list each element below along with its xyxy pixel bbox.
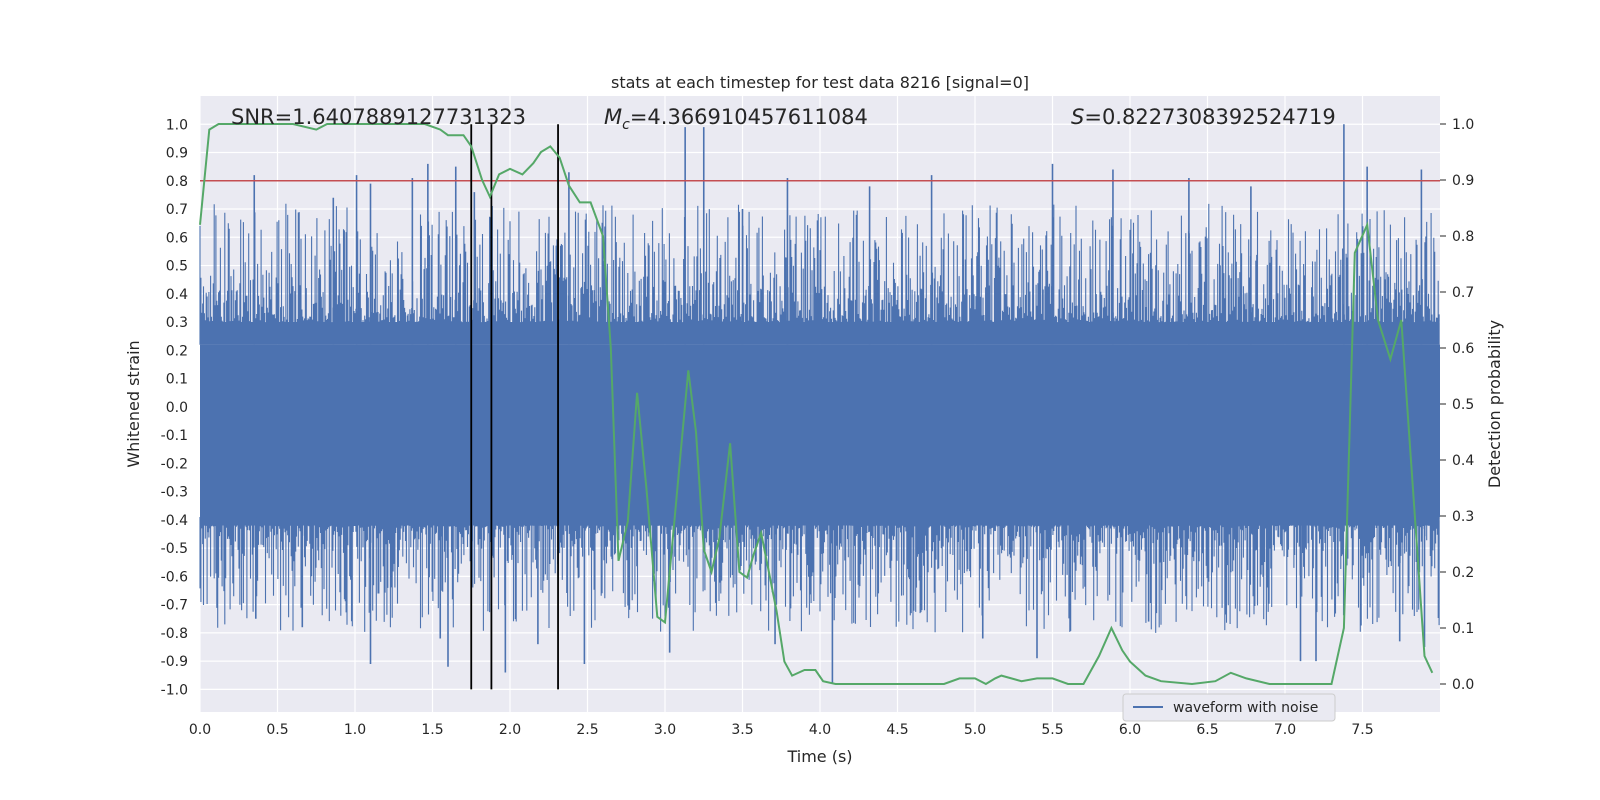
detection-probability-line <box>199 123 1434 686</box>
legend-box <box>1122 693 1336 722</box>
y2-tick-label: 0.4 <box>1452 453 1474 469</box>
x-tick-labels: 0.0 0.5 1.0 1.5 2.0 2.5 3.0 3.5 4.0 4.5 5.0 5.5 6.0 6… <box>189 722 1374 738</box>
y-tick-label: -0.4 <box>161 513 188 529</box>
legend-label-waveform: waveform with noise <box>1173 700 1318 716</box>
y-tick-label: -0.6 <box>161 569 188 585</box>
y-tick-label: -0.7 <box>161 598 188 614</box>
x-tick-label: 1.5 <box>421 722 443 738</box>
y2-tick-label: 0.1 <box>1452 621 1474 637</box>
snr-annotation: SNR=1.6407889127731323 <box>231 105 526 129</box>
chart-title: stats at each timestep for test data 821… <box>611 73 1029 92</box>
y-tick-label: -0.3 <box>161 485 188 501</box>
y-tick-label: 0.6 <box>166 230 188 246</box>
x-tick-label: 2.0 <box>499 722 521 738</box>
chirp-mass-subscript: c <box>622 117 630 133</box>
y-tick-label: 0.7 <box>166 202 188 218</box>
y2-tick-label: 1.0 <box>1452 117 1474 133</box>
waveform-series <box>199 124 1440 684</box>
vertical-marker-lines <box>470 124 559 690</box>
y-tick-label: 0.1 <box>166 372 188 388</box>
y-tick-label: -0.1 <box>161 428 188 444</box>
x-tick-label: 5.0 <box>964 722 986 738</box>
waveform-noise-upper <box>199 203 1440 345</box>
x-tick-label: 1.0 <box>344 722 366 738</box>
x-tick-label: 5.5 <box>1041 722 1063 738</box>
score-annotation: S=0.8227308392524719 <box>1071 105 1336 129</box>
y-tick-label: 0.2 <box>166 343 188 359</box>
x-tick-label: 3.0 <box>654 722 676 738</box>
x-tick-label: 6.0 <box>1119 722 1141 738</box>
y-tick-label: 0.8 <box>166 174 188 190</box>
y2-axis-label: Detection probability <box>1485 320 1504 488</box>
y-tick-label: 0.5 <box>166 259 188 275</box>
x-tick-label: 7.5 <box>1351 722 1373 738</box>
waveform-noise-lower <box>199 517 1440 633</box>
x-tick-label: 7.0 <box>1274 722 1296 738</box>
legend: waveform with noise <box>1122 693 1336 722</box>
chirp-mass-annotation: Mc=4.366910457611084 <box>604 105 868 133</box>
y-tick-label: -0.8 <box>161 626 188 642</box>
y2-tick-label: 0.7 <box>1452 285 1474 301</box>
y2-tick-label: 0.8 <box>1452 229 1474 245</box>
y2-tick-label: 0.5 <box>1452 397 1474 413</box>
x-tick-label: 4.0 <box>809 722 831 738</box>
y2-tick-label: 0.9 <box>1452 173 1474 189</box>
y2-tick-labels: 1.0 0.9 0.8 0.7 0.6 0.5 0.4 0.3 0.2 0.1 0.0 <box>1440 117 1474 693</box>
chirp-mass-symbol: M <box>604 105 622 129</box>
score-value: =0.8227308392524719 <box>1084 105 1335 129</box>
y-tick-label: 1.0 <box>166 117 188 133</box>
x-axis-label: Time (s) <box>786 747 852 766</box>
y-tick-label: -0.9 <box>161 654 188 670</box>
x-tick-label: 0.5 <box>266 722 288 738</box>
y-tick-label: -0.5 <box>161 541 188 557</box>
y-tick-label: 0.4 <box>166 287 188 303</box>
y2-tick-label: 0.6 <box>1452 341 1474 357</box>
y-tick-label: 0.0 <box>166 400 188 416</box>
y2-tick-label: 0.0 <box>1452 677 1474 693</box>
y-tick-label: 0.9 <box>166 146 188 162</box>
x-tick-label: 2.5 <box>576 722 598 738</box>
x-tick-label: 4.5 <box>886 722 908 738</box>
y-tick-label: -0.2 <box>161 456 188 472</box>
y2-tick-label: 0.3 <box>1452 509 1474 525</box>
score-symbol: S <box>1071 105 1084 129</box>
waveform-core-band <box>200 344 1440 518</box>
y-axis-label: Whitened strain <box>124 340 143 467</box>
y2-tick-label: 0.2 <box>1452 565 1474 581</box>
chirp-mass-value: =4.366910457611084 <box>630 105 868 129</box>
x-tick-label: 0.0 <box>189 722 211 738</box>
x-tick-label: 6.5 <box>1196 722 1218 738</box>
y-tick-label: 0.3 <box>166 315 188 331</box>
y-tick-labels: 1.0 0.9 0.8 0.7 0.6 0.5 0.4 0.3 0.2 0.1 0.0 -0.1 -0.… <box>161 117 188 698</box>
y-tick-label: -1.0 <box>161 682 188 698</box>
x-tick-label: 3.5 <box>731 722 753 738</box>
